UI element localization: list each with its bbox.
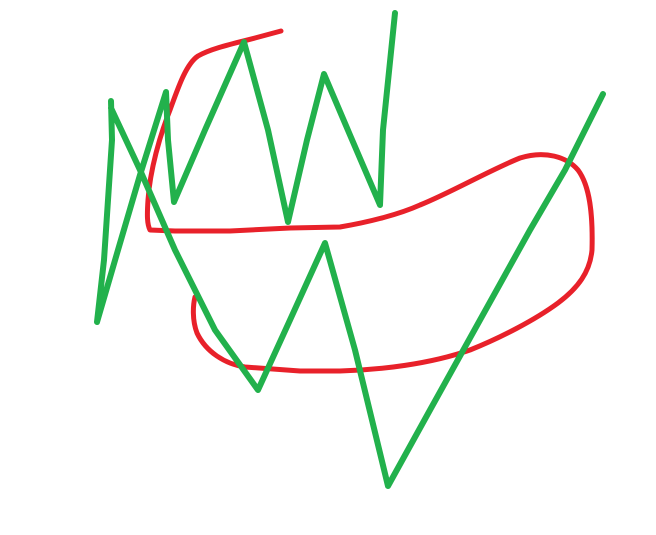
green-zigzag-stroke [94,10,606,489]
red-loop-stroke [144,28,595,374]
